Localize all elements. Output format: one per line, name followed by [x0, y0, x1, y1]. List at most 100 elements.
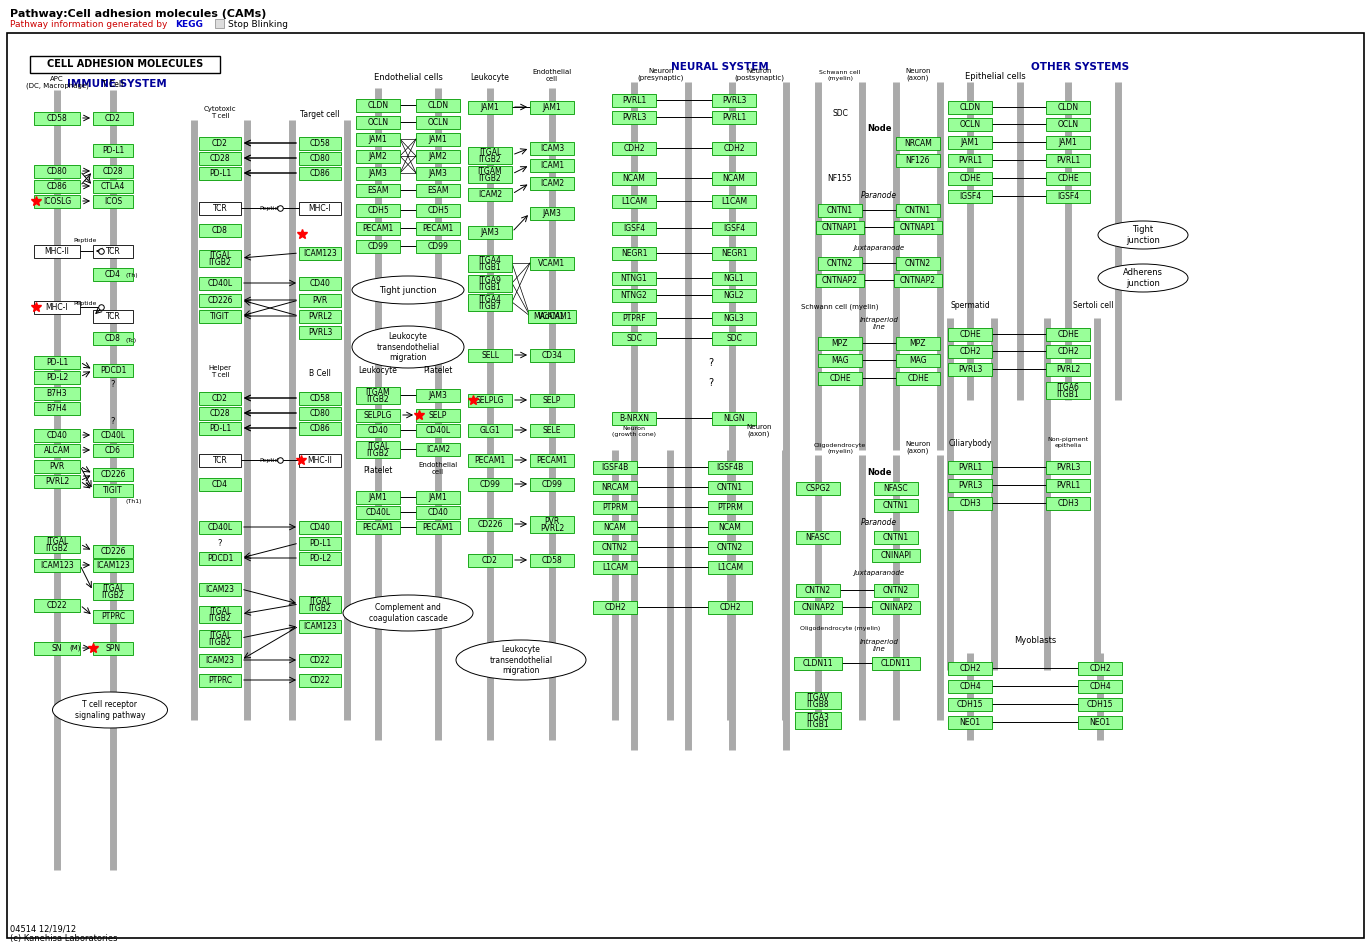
Text: B-NRXN: B-NRXN: [618, 414, 648, 422]
Text: ITGAV: ITGAV: [806, 692, 829, 702]
Bar: [873, 498, 919, 511]
Text: Stop Blinking: Stop Blinking: [228, 20, 288, 29]
Text: ?: ?: [709, 378, 713, 388]
Text: ITGAL: ITGAL: [45, 537, 69, 545]
Bar: [1046, 189, 1090, 203]
Bar: [872, 600, 920, 614]
Text: NGL1: NGL1: [724, 274, 744, 282]
Text: Neuron
(axon): Neuron (axon): [905, 440, 931, 454]
Text: PVRL2: PVRL2: [308, 312, 332, 320]
Bar: [1046, 363, 1090, 376]
Text: .: .: [197, 20, 202, 29]
Text: MPZ: MPZ: [832, 338, 849, 348]
Text: ITGB2: ITGB2: [308, 603, 332, 613]
Text: ITGB2: ITGB2: [208, 258, 232, 266]
Text: MPZ: MPZ: [910, 338, 927, 348]
Bar: [611, 194, 655, 207]
Text: JAM1: JAM1: [369, 134, 388, 144]
Text: SELE: SELE: [543, 425, 561, 435]
Text: CD28: CD28: [210, 408, 230, 418]
Bar: [468, 423, 511, 437]
Text: Adherens
junction: Adherens junction: [1123, 268, 1163, 288]
Bar: [611, 111, 655, 123]
Bar: [531, 158, 574, 171]
Text: PD-L1: PD-L1: [45, 358, 69, 366]
Bar: [947, 460, 993, 474]
Bar: [93, 267, 133, 280]
Text: Peptide: Peptide: [259, 457, 282, 462]
Bar: [93, 310, 133, 323]
Text: PVR: PVR: [544, 516, 559, 526]
Text: CDH2: CDH2: [960, 664, 980, 672]
Bar: [199, 167, 241, 180]
Text: T Cell: T Cell: [103, 80, 123, 89]
Text: MHC-I: MHC-I: [45, 302, 69, 312]
Text: CDH2: CDH2: [1089, 664, 1111, 672]
Bar: [1046, 328, 1090, 341]
Text: CD40L: CD40L: [100, 431, 126, 439]
Text: ITGA9: ITGA9: [478, 276, 502, 284]
Bar: [531, 515, 574, 532]
Bar: [93, 144, 133, 156]
Bar: [872, 548, 920, 562]
Text: CD226: CD226: [207, 295, 233, 305]
Text: CDH2: CDH2: [720, 602, 740, 612]
Bar: [34, 459, 80, 473]
Text: NTNG1: NTNG1: [621, 274, 647, 282]
Text: JAM3: JAM3: [429, 169, 447, 177]
Bar: [356, 506, 400, 519]
Bar: [873, 530, 919, 544]
Bar: [707, 561, 753, 574]
Text: JAM1: JAM1: [369, 492, 388, 502]
Text: NEGR1: NEGR1: [721, 248, 747, 258]
Bar: [818, 353, 862, 366]
Bar: [531, 100, 574, 114]
Text: CNTN1: CNTN1: [883, 501, 909, 509]
Bar: [299, 521, 341, 533]
Bar: [199, 521, 241, 533]
Bar: [415, 204, 461, 217]
Text: ITGA6: ITGA6: [1057, 383, 1079, 391]
Text: Peptide: Peptide: [259, 205, 282, 210]
Text: CDH2: CDH2: [960, 347, 980, 355]
Text: CD22: CD22: [310, 655, 330, 665]
Bar: [199, 673, 241, 687]
Text: ICAM2: ICAM2: [426, 444, 450, 454]
Text: B7H3: B7H3: [47, 388, 67, 398]
Text: ITGB2: ITGB2: [366, 395, 389, 403]
Text: CDH2: CDH2: [1057, 347, 1079, 355]
Text: NGL3: NGL3: [724, 313, 744, 323]
Text: CD86: CD86: [47, 182, 67, 190]
Bar: [531, 176, 574, 189]
Bar: [1046, 496, 1090, 509]
Bar: [356, 167, 400, 180]
Bar: [1046, 345, 1090, 358]
Text: B Cell: B Cell: [308, 369, 330, 378]
Bar: [531, 553, 574, 566]
Bar: [215, 19, 223, 28]
Text: Tight
junction: Tight junction: [1126, 225, 1160, 244]
Bar: [199, 653, 241, 667]
Bar: [712, 94, 755, 106]
Bar: [415, 184, 461, 196]
Text: MHC-II: MHC-II: [307, 456, 332, 464]
Bar: [415, 408, 461, 421]
Text: CTLA4: CTLA4: [101, 182, 125, 190]
Text: ITGAL: ITGAL: [101, 583, 125, 593]
Text: CD58: CD58: [310, 394, 330, 402]
Bar: [199, 202, 241, 215]
Bar: [818, 257, 862, 270]
Text: Neuron
(postsynaptic): Neuron (postsynaptic): [733, 67, 784, 81]
Bar: [594, 561, 638, 574]
Bar: [199, 551, 241, 564]
Text: CNTNAP2: CNTNAP2: [823, 276, 858, 284]
Text: KEGG: KEGG: [175, 20, 203, 29]
Bar: [93, 180, 133, 192]
Bar: [611, 141, 655, 154]
Text: ICAM1: ICAM1: [540, 160, 563, 170]
Bar: [415, 116, 461, 129]
Text: NRCAM: NRCAM: [600, 483, 629, 491]
Bar: [299, 202, 341, 215]
Bar: [415, 442, 461, 456]
Text: Oligodendrocyte (myelin): Oligodendrocyte (myelin): [799, 626, 880, 631]
